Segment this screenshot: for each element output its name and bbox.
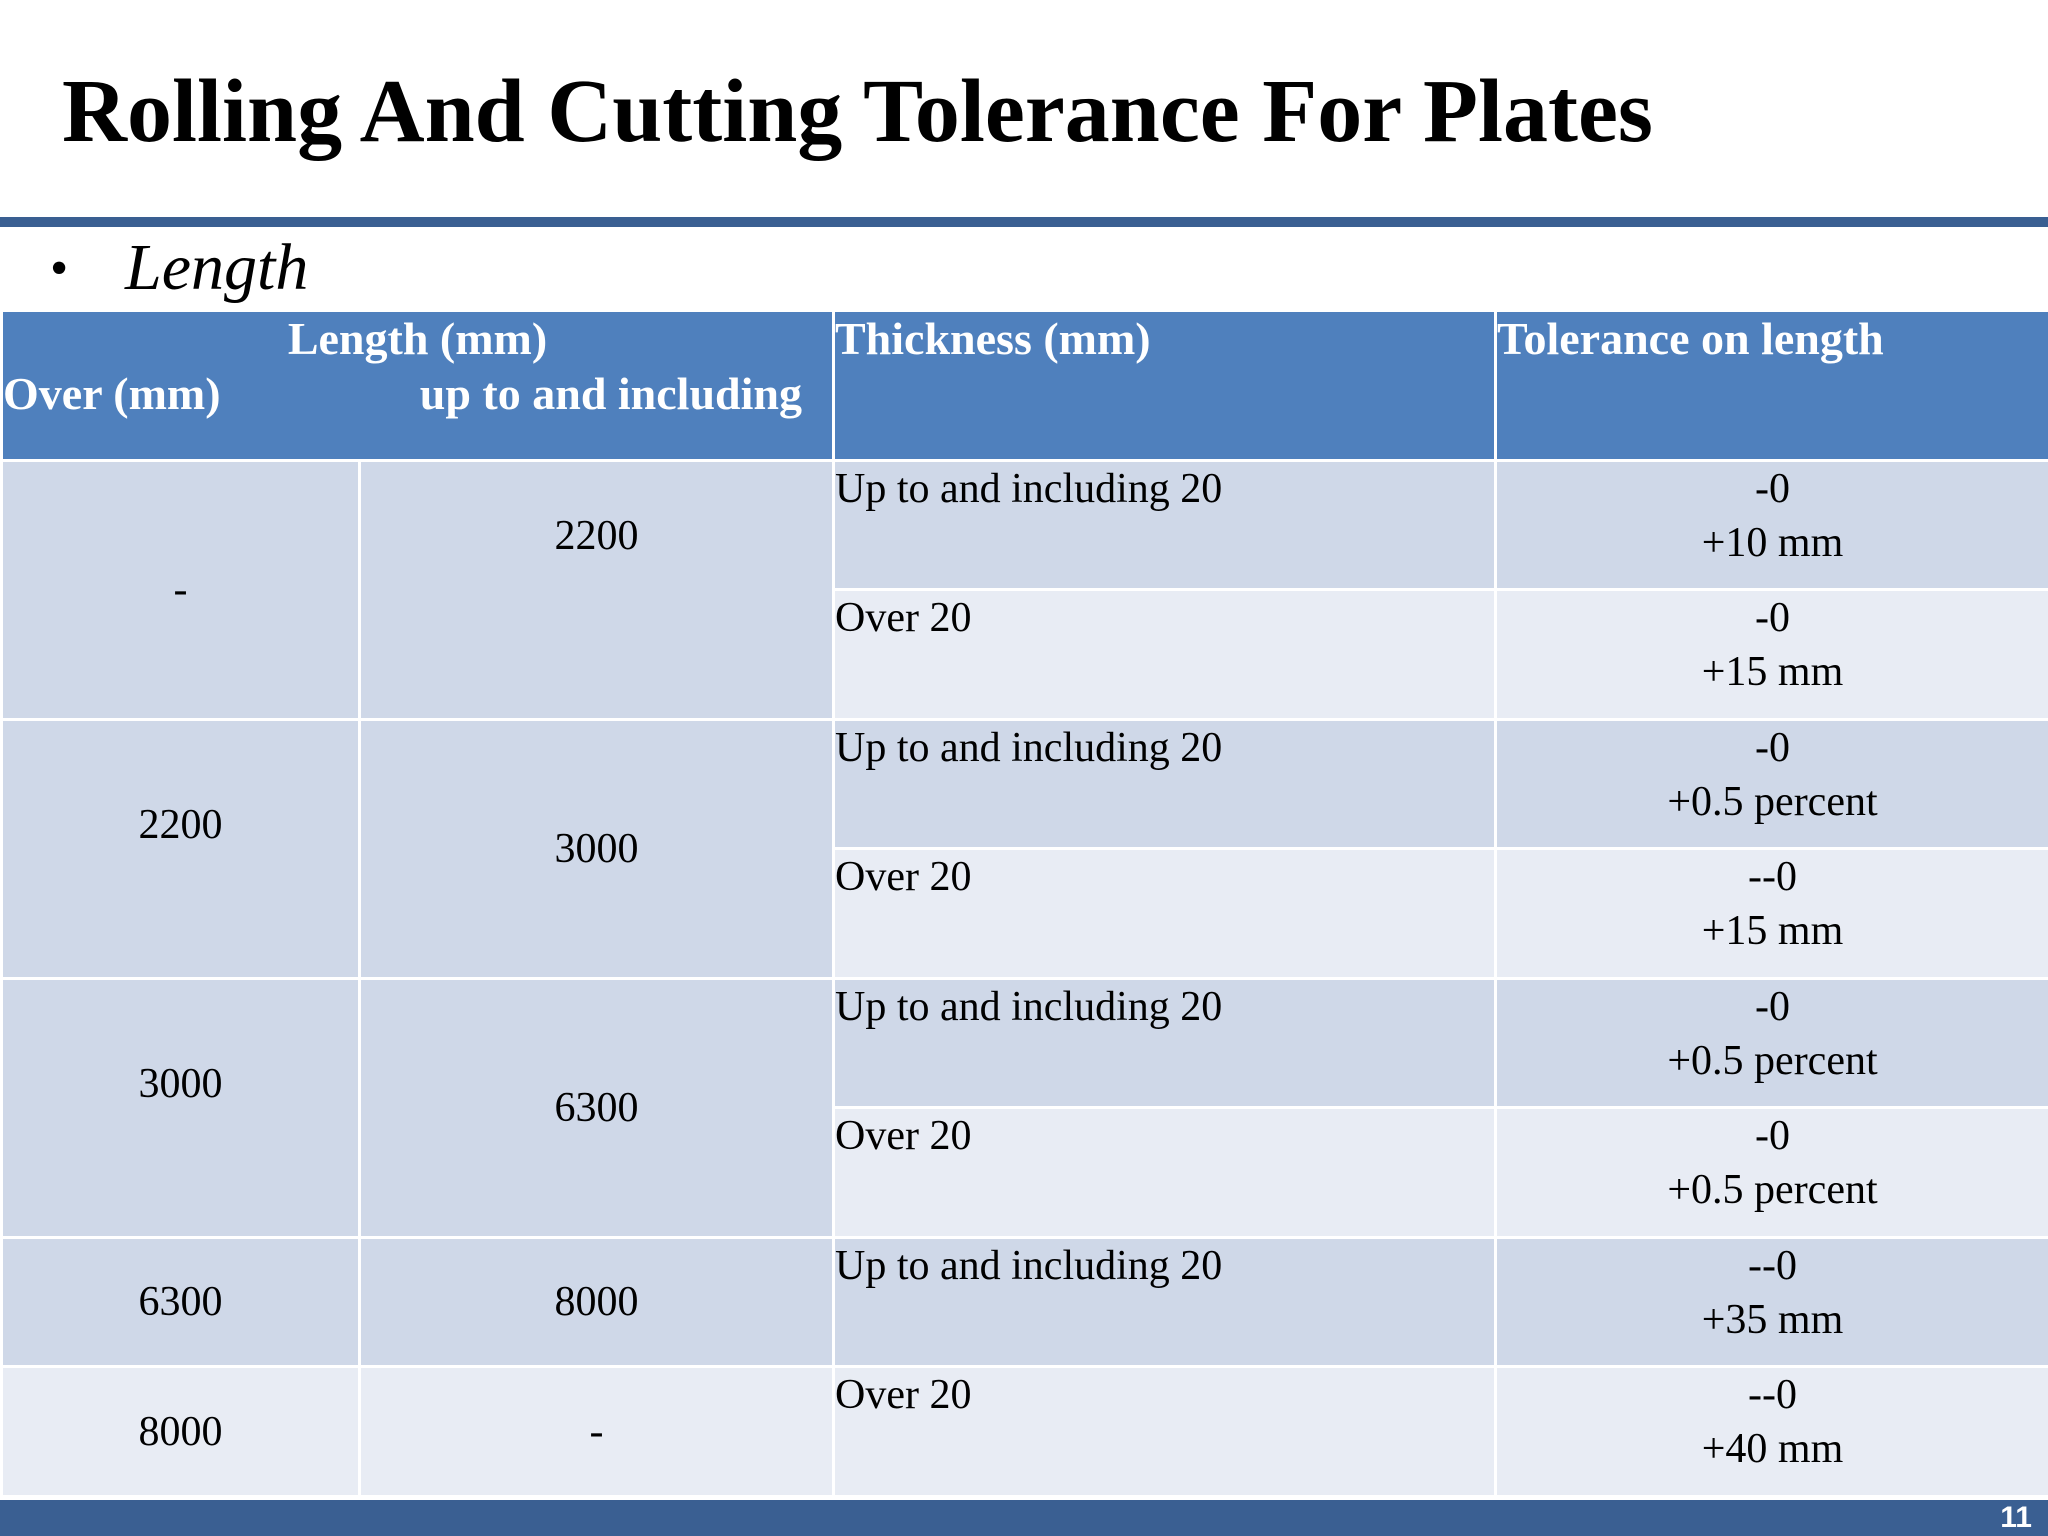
tolerance-minus: -0 [1755, 984, 1790, 1030]
table-row: Over 20 --0 +15 mm [2, 847, 2048, 980]
cell-tolerance: --0 +35 mm [1494, 1236, 2048, 1368]
tolerance-minus: --0 [1748, 1372, 1797, 1418]
cell-tolerance: -0 +15 mm [1494, 588, 2048, 721]
table-header-row: Length (mm) Over (mm) up to and includin… [0, 309, 2048, 462]
tolerance-minus: -0 [1755, 725, 1790, 771]
cell-thickness: Up to and including 20 [832, 718, 1497, 850]
cell-thickness: Up to and including 20 [832, 1236, 1497, 1368]
table-row: 3000 6300 Up to and including 20 -0 +0.5… [0, 977, 2048, 1239]
cell-over: 6300 [0, 1236, 361, 1368]
slide-title: Rolling And Cutting Tolerance For Plates [62, 62, 1653, 161]
tolerance-plus: +0.5 percent [1667, 779, 1878, 825]
cell-tolerance: -0 +0.5 percent [1494, 977, 2048, 1109]
cell-tolerance: --0 +40 mm [1494, 1365, 2048, 1498]
tolerance-plus: +0.5 percent [1667, 1038, 1878, 1084]
cell-up-to: 6300 [358, 977, 835, 1239]
header-length-group: Length (mm) [287, 313, 548, 364]
page-number: 11 [2000, 1501, 2032, 1534]
cell-over: 2200 [0, 718, 361, 980]
bullet-item: • Length [50, 228, 308, 308]
tolerance-plus: +15 mm [1701, 908, 1844, 954]
table-row: Over 20 -0 +0.5 percent [2, 1106, 2048, 1239]
tolerance-plus: +35 mm [1701, 1297, 1844, 1343]
cell-up-to: 3000 [358, 718, 835, 980]
cell-up-to: 2200 [358, 459, 835, 721]
cell-over: 3000 [0, 977, 361, 1239]
cell-thickness: Over 20 [832, 1106, 1497, 1239]
cell-tolerance: -0 +0.5 percent [1494, 718, 2048, 850]
title-divider [0, 217, 2048, 227]
tolerance-minus: --0 [1748, 854, 1797, 900]
cell-thickness: Up to and including 20 [832, 459, 1497, 591]
table-row: 8000 - Over 20 --0 +40 mm [0, 1365, 2048, 1498]
table-row: Over 20 -0 +15 mm [2, 588, 2048, 721]
footer-bar: 11 [0, 1500, 2048, 1536]
cell-over: - [0, 459, 361, 721]
tolerance-plus: +10 mm [1701, 520, 1844, 566]
header-up-to: up to and including [419, 368, 802, 419]
cell-thickness: Over 20 [832, 588, 1497, 721]
bullet-label: Length [125, 231, 309, 304]
tolerance-plus: +15 mm [1701, 649, 1844, 695]
header-length: Length (mm) Over (mm) up to and includin… [0, 309, 835, 462]
cell-thickness: Up to and including 20 [832, 977, 1497, 1109]
tolerance-plus: +40 mm [1701, 1426, 1844, 1472]
header-thickness: Thickness (mm) [832, 309, 1497, 462]
cell-over: 8000 [0, 1365, 361, 1498]
tolerance-minus: -0 [1755, 466, 1790, 512]
cell-tolerance: --0 +15 mm [1494, 847, 2048, 980]
table-row: 6300 8000 Up to and including 20 --0 +35… [0, 1236, 2048, 1368]
tolerance-plus: +0.5 percent [1667, 1167, 1878, 1213]
cell-up-to: 8000 [358, 1236, 835, 1368]
bullet-icon: • [50, 239, 69, 297]
header-over: Over (mm) [3, 368, 221, 419]
table-row: - 2200 Up to and including 20 -0 +10 mm [0, 459, 2048, 721]
cell-up-to: - [358, 1365, 835, 1498]
cell-tolerance: -0 +0.5 percent [1494, 1106, 2048, 1239]
tolerance-minus: -0 [1755, 595, 1790, 641]
tolerance-minus: --0 [1748, 1243, 1797, 1289]
cell-thickness: Over 20 [832, 847, 1497, 980]
header-tolerance: Tolerance on length [1494, 309, 2048, 462]
cell-thickness: Over 20 [832, 1365, 1497, 1498]
cell-tolerance: -0 +10 mm [1494, 459, 2048, 591]
table-row: 2200 3000 Up to and including 20 -0 +0.5… [0, 718, 2048, 980]
tolerance-minus: -0 [1755, 1113, 1790, 1159]
tolerance-table: Length (mm) Over (mm) up to and includin… [0, 309, 2048, 1498]
